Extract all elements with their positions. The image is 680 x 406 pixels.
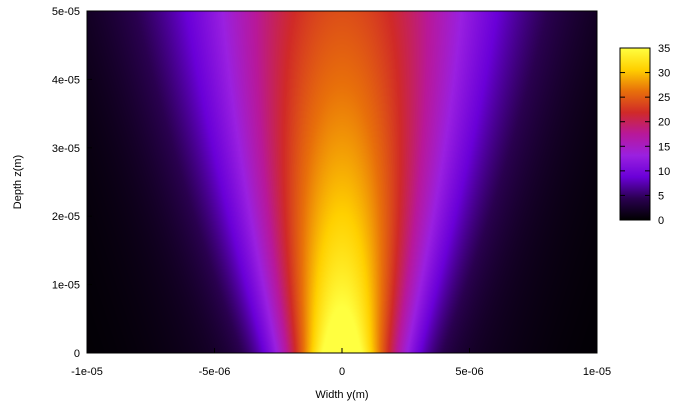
y-tick-label: 4e-05 [52, 74, 80, 86]
colorbar-tick-label: 20 [658, 117, 670, 129]
colorbar-tick-label: 5 [658, 190, 664, 202]
colorbar: 0 5 10 15 20 25 30 35 [619, 43, 670, 227]
x-tick-label: -5e-06 [199, 366, 231, 378]
x-tick-label: 0 [339, 366, 345, 378]
y-tick-label: 1e-05 [52, 280, 80, 292]
y-axis: 0 1e-05 2e-05 3e-05 4e-05 5e-05 [52, 6, 92, 360]
colorbar-tick-label: 10 [658, 166, 670, 178]
colorbar-tick-label: 15 [658, 141, 670, 153]
x-tick-label: -1e-05 [71, 366, 103, 378]
x-tick-label: 5e-06 [455, 366, 483, 378]
colorbar-ticks: 0 5 10 15 20 25 30 35 [620, 43, 670, 227]
x-tick-label: 1e-05 [583, 366, 611, 378]
colorbar-tick-label: 25 [658, 92, 670, 104]
y-axis-title: Depth z(m) [12, 155, 24, 209]
y-tick-label: 3e-05 [52, 143, 80, 155]
x-axis: -1e-05 -5e-06 0 5e-06 1e-05 [71, 348, 611, 378]
colorbar-gradient [619, 47, 651, 221]
colorbar-tick-label: 30 [658, 68, 670, 80]
y-tick-label: 5e-05 [52, 6, 80, 18]
plot-area [86, 10, 598, 354]
y-tick-label: 2e-05 [52, 211, 80, 223]
y-tick-label: 0 [74, 348, 80, 360]
colorbar-tick-label: 0 [658, 215, 664, 227]
colorbar-tick-label: 35 [658, 43, 670, 55]
heatmap-image [87, 11, 597, 353]
x-axis-title: Width y(m) [315, 389, 368, 401]
